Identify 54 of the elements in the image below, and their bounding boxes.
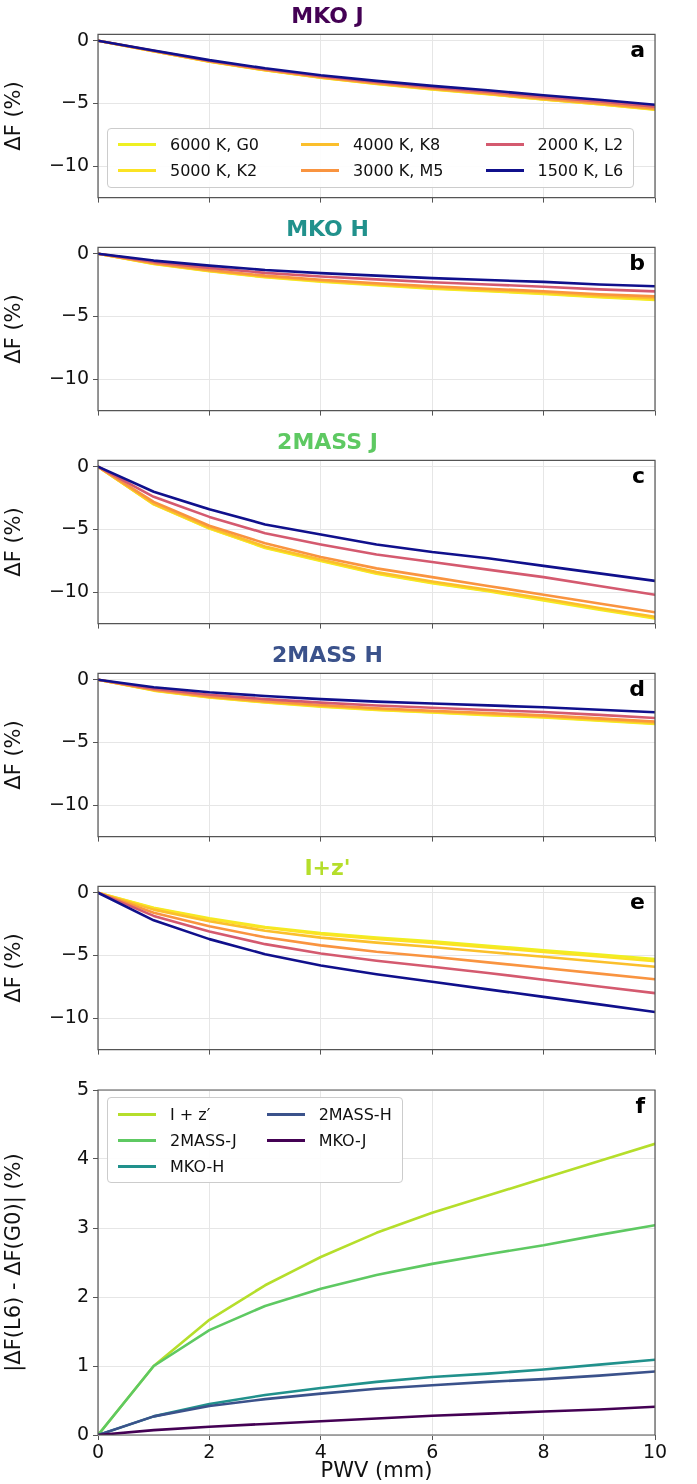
- y-tick-label: 0: [76, 453, 89, 476]
- x-axis-title: PWV (mm): [320, 1457, 433, 1482]
- chart-title: MKO J: [291, 2, 364, 28]
- y-tick-label: −5: [60, 942, 89, 965]
- chart-title: 2MASS H: [272, 641, 383, 667]
- y-tick-label: 0: [76, 240, 89, 263]
- y-tick-label: 4: [76, 1145, 89, 1168]
- y-axis-title: |ΔF(L6) - ΔF(G0)| (%): [1, 1153, 27, 1372]
- y-tick-label: 1: [76, 1352, 89, 1375]
- y-axis-title: ΔF (%): [1, 507, 26, 577]
- y-tick-label: 0: [76, 1421, 89, 1444]
- y-tick-label: −10: [48, 366, 89, 389]
- y-tick-label: −5: [60, 90, 89, 113]
- chart-title: MKO H: [286, 215, 369, 241]
- chart-title: 2MASS J: [277, 428, 378, 454]
- legend-label: MKO-J: [318, 1130, 367, 1150]
- y-axis-title: ΔF (%): [1, 720, 26, 790]
- y-tick-label: −10: [48, 1005, 89, 1028]
- annotation: b: [629, 250, 645, 276]
- legend-label: 6000 K, G0: [170, 135, 260, 155]
- y-tick-label: −5: [60, 516, 89, 539]
- legend-label: 2MASS-H: [318, 1104, 392, 1124]
- annotation: c: [631, 463, 645, 489]
- y-tick-label: −5: [60, 729, 89, 752]
- legend-label: MKO-H: [170, 1156, 225, 1176]
- legend-label: I + z′: [170, 1104, 211, 1124]
- y-tick-label: −5: [60, 303, 89, 326]
- y-tick-label: 0: [76, 879, 89, 902]
- annotation: a: [630, 37, 645, 63]
- x-tick-label: 10: [642, 1440, 668, 1463]
- y-tick-label: 0: [76, 666, 89, 689]
- x-tick-label: 8: [537, 1440, 550, 1463]
- y-tick-label: 3: [76, 1214, 89, 1237]
- y-tick-label: 5: [76, 1076, 89, 1099]
- y-axis-title: ΔF (%): [1, 81, 26, 151]
- legend-label: 3000 K, M5: [353, 161, 444, 181]
- legend-label: 4000 K, K8: [353, 135, 441, 155]
- legend-label: 1500 K, L6: [537, 161, 624, 181]
- annotation: d: [629, 676, 645, 702]
- chart-title: I+z': [304, 854, 351, 880]
- y-tick-label: −10: [48, 579, 89, 602]
- y-tick-label: 2: [76, 1283, 89, 1306]
- y-tick-label: 0: [76, 27, 89, 50]
- y-tick-label: −10: [48, 792, 89, 815]
- y-tick-label: −10: [48, 153, 89, 176]
- y-axis-title: ΔF (%): [1, 933, 26, 1003]
- x-tick-label: 0: [91, 1440, 105, 1463]
- x-tick-label: 2: [203, 1440, 216, 1463]
- y-axis-title: ΔF (%): [1, 294, 26, 364]
- annotation: f: [635, 1092, 646, 1118]
- legend-label: 2MASS-J: [170, 1130, 237, 1150]
- annotation: e: [630, 889, 645, 915]
- legend-label: 5000 K, K2: [170, 161, 258, 181]
- legend-label: 2000 K, L2: [537, 135, 624, 155]
